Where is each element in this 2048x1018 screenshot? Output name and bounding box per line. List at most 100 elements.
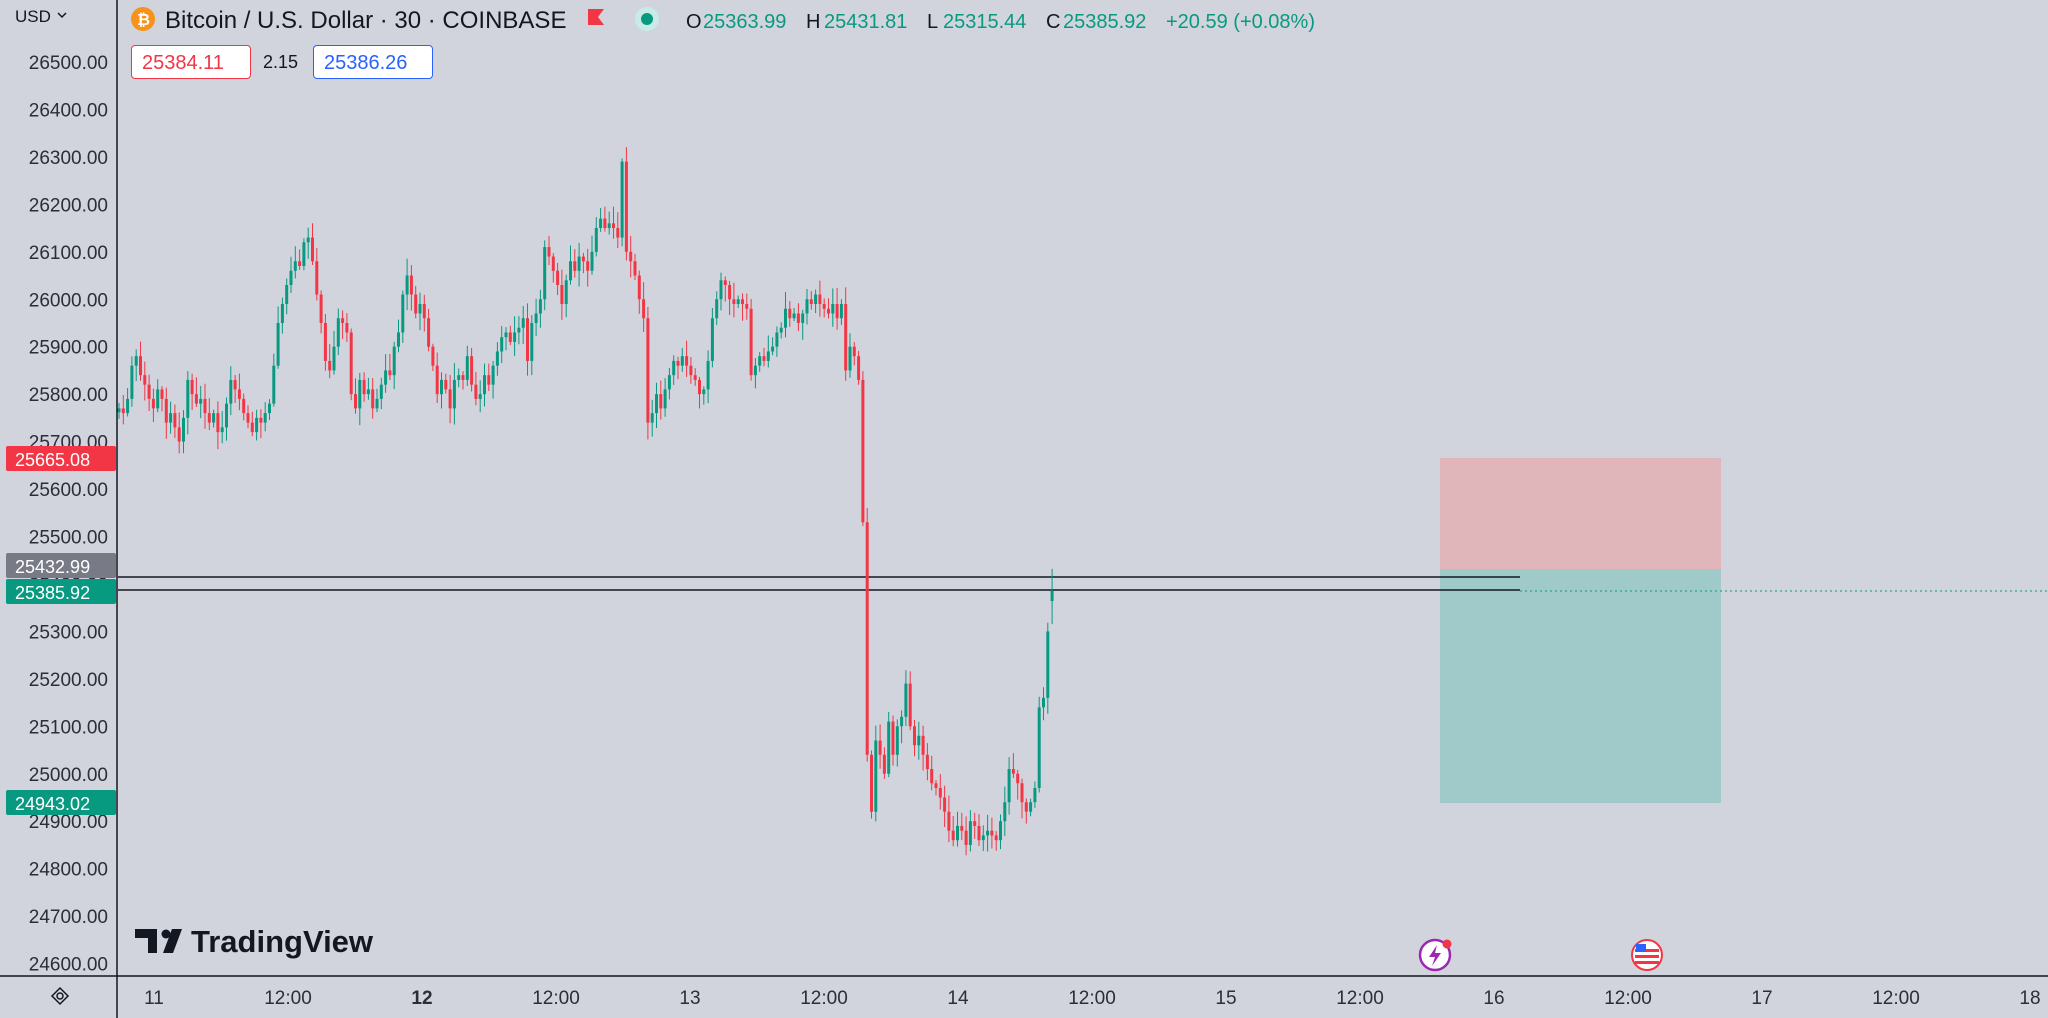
candle-body [414,294,418,314]
candle-body [917,735,921,746]
candle-body [504,332,508,338]
candle-body [870,754,873,812]
candle-body [784,308,787,328]
spread-value: 2.15 [263,52,299,72]
y-tick-label: 26300.00 [29,148,108,169]
x-tick-label: 12:00 [1604,988,1652,1009]
candle-body [199,398,203,404]
x-tick-label: 17 [1751,988,1772,1009]
candle-body [268,403,271,414]
candle-body [556,270,560,286]
y-tick-label: 24600.00 [29,955,108,976]
settings-icon[interactable] [50,986,70,1006]
lightning-icon[interactable] [1418,938,1452,972]
candle-body [663,389,667,409]
candle-body [298,261,302,267]
candle-body [551,256,555,271]
candle-body [685,356,689,366]
candle-body [659,394,663,409]
candle-body [1020,783,1024,803]
candle-body [925,754,929,770]
candle-body [698,379,701,395]
candle-body [500,337,504,352]
candle-body [513,332,517,342]
candle-body [612,223,615,229]
open-label: O [686,11,702,33]
candle-body [534,313,538,323]
candle-body [151,398,155,409]
candle-body [186,379,190,418]
candle-body [190,379,194,395]
candle-body [762,356,766,361]
candle-body [220,427,224,433]
low-value: 25315.44 [943,11,1026,33]
target-price-text: 24943.02 [15,794,90,814]
candle-body [242,398,246,414]
candle-body [560,285,564,304]
candle-body [280,303,284,323]
ask-price-box[interactable]: 25386.26 [313,45,433,79]
currency-selector[interactable]: USD [15,7,51,26]
candle-body [706,360,710,390]
candle-body [637,275,641,300]
y-tick-label: 24800.00 [29,860,108,881]
candle-body [990,830,994,836]
candle-body [448,389,452,409]
tradingview-wordmark: TradingView [191,924,374,959]
x-tick-label: 11 [144,988,164,1009]
candle-body [1046,631,1050,698]
candle-body [250,422,254,433]
candle-body [332,346,336,371]
candle-body [517,327,521,333]
candle-body [1029,802,1033,812]
candle-body [805,299,809,314]
candle-body [336,318,340,347]
candle-body [225,403,228,428]
candle-body [624,161,628,252]
candle-body [831,303,835,314]
candle-body [586,261,590,271]
candle-body [388,370,392,376]
candle-body [702,389,706,395]
candle-body [792,313,796,319]
chevron-down-icon[interactable] [57,12,67,19]
candle-body [255,417,259,433]
y-axis-ticks[interactable]: 26500.00 26400.00 26300.00 26200.00 26100.00… [29,53,108,976]
market-open-icon [635,7,659,31]
current-price-text: 25385.92 [15,583,90,603]
current-price-tag [6,579,116,604]
candle-body [766,351,770,361]
x-tick-label: 12 [411,988,432,1009]
candle-body [1007,769,1011,803]
candle-body [771,346,775,352]
flag-icon[interactable] [588,9,604,25]
stop-loss-zone[interactable] [1440,458,1721,569]
candle-body [431,346,435,366]
x-tick-label: 12:00 [264,988,312,1009]
us-flag-icon[interactable] [1631,939,1663,971]
candle-body [607,223,611,229]
candle-body [895,726,899,755]
candle-body [736,299,740,304]
candle-body [547,247,551,257]
bid-price-box[interactable]: 25384.11 [131,45,251,79]
candle-body [904,683,908,717]
candle-body [1050,590,1054,602]
candle-body [134,356,138,366]
candle-body [465,356,469,380]
high-value: 25431.81 [824,11,907,33]
candle-body [891,721,895,755]
candle-body [646,318,650,423]
symbol-title[interactable]: Bitcoin / U.S. Dollar · 30 · COINBASE [165,7,566,34]
candle-body [173,413,177,428]
take-profit-zone[interactable] [1440,569,1721,803]
candle-body [483,375,486,395]
candle-body [977,825,981,841]
candle-body [741,299,744,304]
close-label: C [1046,11,1060,33]
tradingview-logo[interactable]: TradingView [135,924,374,959]
y-tick-label: 25300.00 [29,622,108,643]
x-axis-ticks[interactable]: 11 12:00 12 12:00 13 12:00 14 12:00 15 12:00 16 12:… [144,988,2040,1009]
